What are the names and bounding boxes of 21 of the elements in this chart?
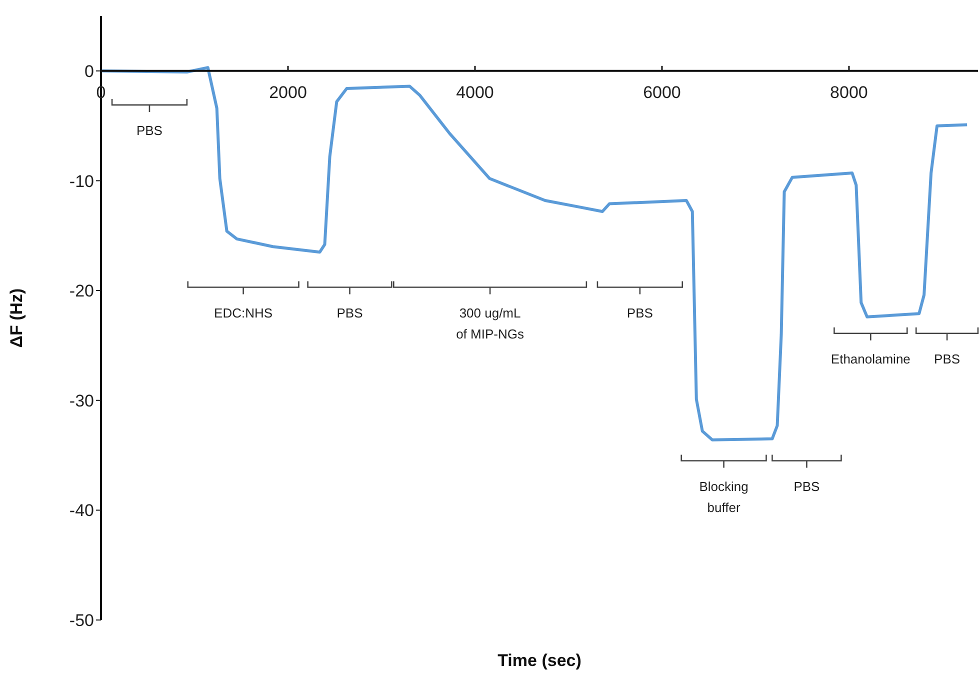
annotation: PBS [136, 122, 163, 138]
annotation: PBS [934, 351, 960, 366]
y-tick-label: -10 [69, 172, 94, 191]
y-tick-label: -40 [69, 501, 94, 520]
x-tick-label: 6000 [643, 82, 681, 102]
x-tick-label: 2000 [269, 82, 307, 102]
annotation: Ethanolamine [830, 351, 910, 366]
y-tick-label: -20 [69, 282, 94, 301]
annotation: PBS [626, 305, 654, 320]
annotation: PBS [336, 305, 364, 320]
annotation: EDC:NHS [214, 305, 273, 320]
x-axis-title: Time (sec) [498, 651, 582, 670]
annotation: PBS [794, 478, 820, 494]
x-tick-label: 4000 [456, 82, 494, 102]
annotation: 300 ug/mL of MIP-NGs [456, 305, 524, 342]
x-tick-label: 8000 [830, 82, 868, 102]
y-tick-label: 0 [84, 62, 94, 81]
annotation: Blocking buffer [699, 478, 748, 515]
y-tick-label: -50 [69, 611, 94, 630]
y-tick-label: -30 [69, 391, 94, 410]
y-axis-title: ΔF (Hz) [7, 288, 26, 348]
